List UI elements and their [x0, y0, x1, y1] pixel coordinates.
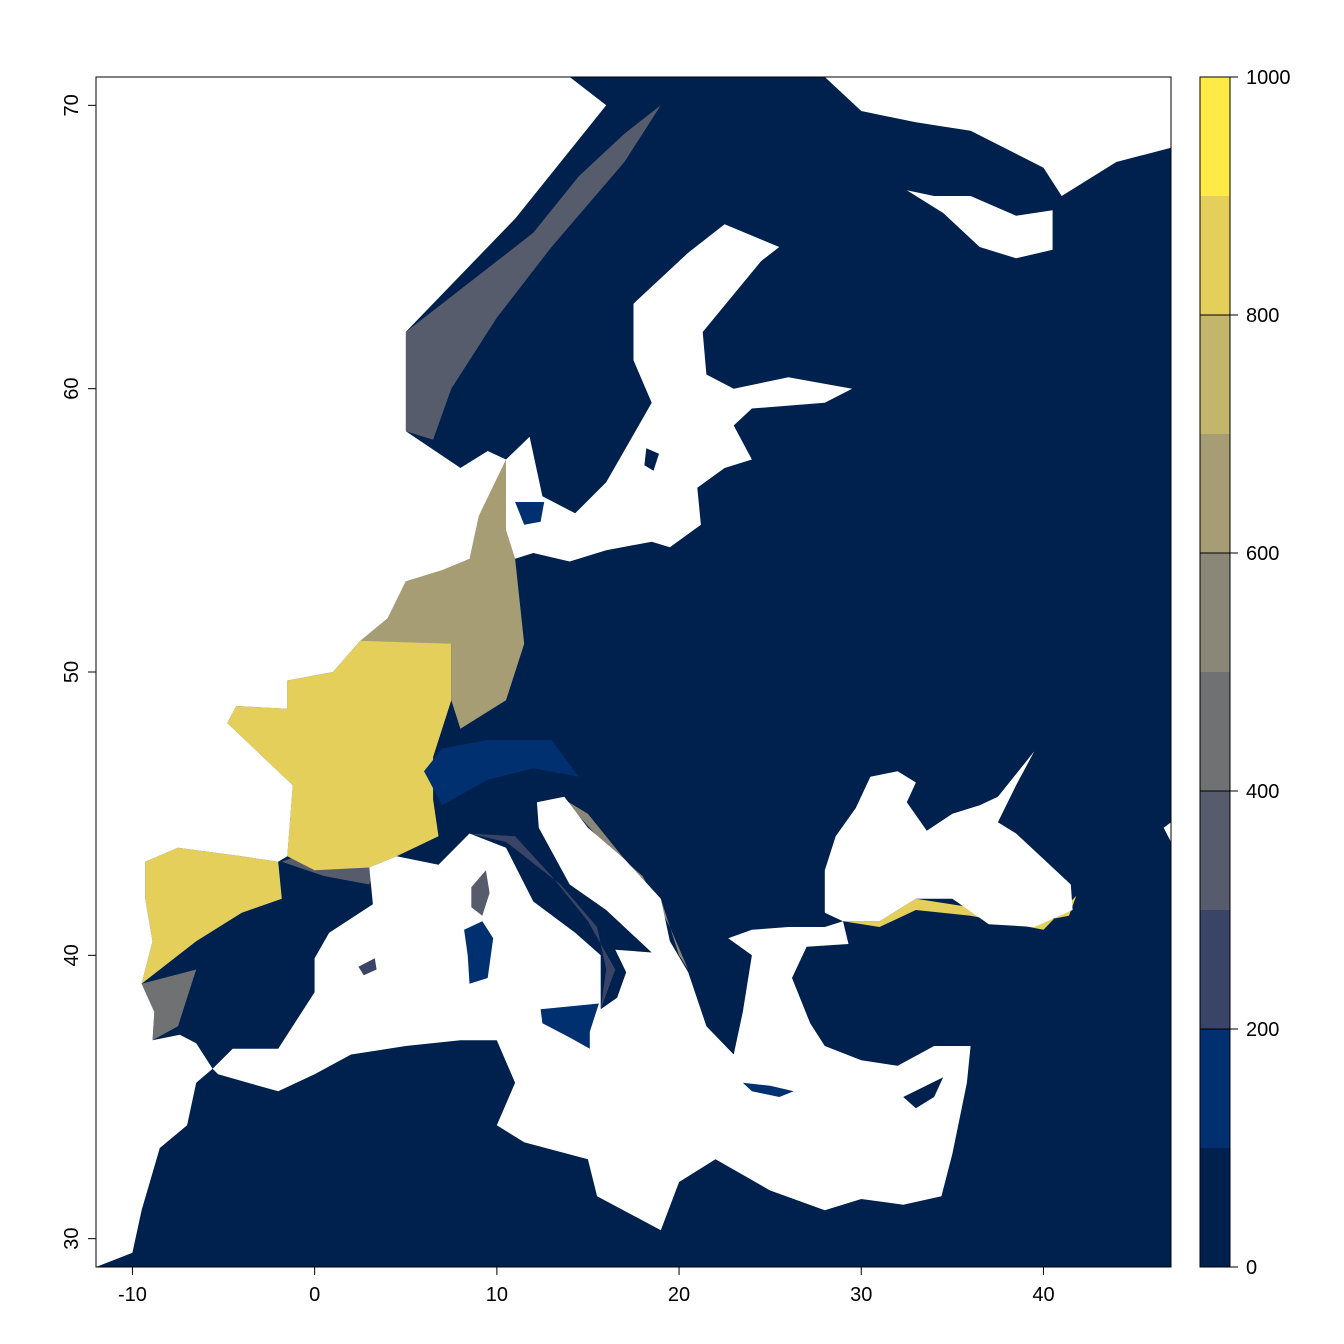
- legend-swatch: [1200, 791, 1230, 910]
- island-mallorca: [358, 958, 377, 976]
- island-sardinia: [464, 921, 494, 984]
- y-tick-label: 70: [61, 94, 83, 116]
- islands: [358, 448, 944, 1109]
- legend-tick-label: 600: [1246, 543, 1279, 565]
- legend-tick-label: 1000: [1246, 67, 1291, 89]
- region-norway-coast: [405, 105, 661, 440]
- legend-swatch: [1200, 434, 1230, 553]
- x-tick-label: 10: [486, 1284, 508, 1306]
- y-tick-label: 30: [61, 1228, 83, 1250]
- region-iberia-north-west: [141, 847, 282, 984]
- map-raster: [96, 77, 1171, 1267]
- water-atlantic-ocean: [96, 77, 607, 1267]
- x-tick-label: 0: [309, 1284, 320, 1306]
- legend-tick-label: 400: [1246, 781, 1279, 803]
- y-tick-label: 40: [61, 944, 83, 966]
- legend-swatch: [1200, 910, 1230, 1029]
- water-black-sea: [824, 751, 1073, 927]
- x-tick-label: 30: [850, 1284, 872, 1306]
- legend-swatch: [1200, 1029, 1230, 1148]
- island-sicily: [540, 1003, 599, 1049]
- island-corsica: [471, 870, 490, 916]
- region-apennines: [469, 833, 616, 1010]
- legend-swatch: [1200, 1148, 1230, 1267]
- y-tick-label: 50: [61, 661, 83, 683]
- water-barents-sea: [824, 77, 1171, 196]
- y-tick-label: 60: [61, 378, 83, 400]
- water-irish-sea: [203, 524, 237, 670]
- y-axis: 30 40 50 60 70: [61, 94, 96, 1250]
- color-legend: 0 200 400 600 800 1000: [1199, 67, 1291, 1279]
- region-portugal-south-west: [141, 969, 197, 1041]
- island-zealand: [515, 502, 545, 525]
- legend-swatch: [1200, 196, 1230, 315]
- water-north-sea: [287, 332, 479, 641]
- region-alps: [424, 740, 579, 806]
- x-tick-label: 40: [1032, 1284, 1054, 1306]
- island-cyprus: [903, 1077, 944, 1109]
- water-caspian-sea: [1163, 822, 1171, 842]
- x-axis: -10 0 10 20 30 40: [118, 1267, 1055, 1306]
- legend-swatch: [1200, 553, 1230, 672]
- region-black-sea-south-coast: [843, 895, 1077, 930]
- legend-swatch: [1200, 315, 1230, 434]
- legend-swatch: [1200, 672, 1230, 791]
- legend-tick-label: 800: [1246, 305, 1279, 327]
- island-crete: [742, 1082, 794, 1097]
- legend-swatch: [1200, 77, 1230, 196]
- legend-tick-label: 0: [1246, 1257, 1257, 1279]
- island-gotland: [644, 448, 659, 471]
- x-tick-label: -10: [118, 1284, 147, 1306]
- region-france: [227, 623, 452, 871]
- x-tick-label: 20: [668, 1284, 690, 1306]
- water-baltic-sea: [506, 224, 853, 562]
- water-white-sea: [906, 190, 1053, 259]
- legend-tick-label: 200: [1246, 1019, 1279, 1041]
